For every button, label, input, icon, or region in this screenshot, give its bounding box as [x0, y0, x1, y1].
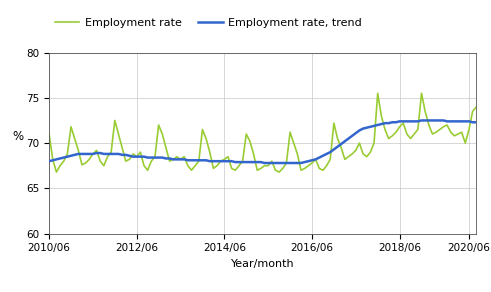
Employment rate, trend — [134, 155, 139, 158]
Employment rate — [473, 105, 479, 109]
Line: Employment rate, trend: Employment rate, trend — [49, 120, 476, 163]
Employment rate — [46, 132, 52, 136]
Employment rate — [375, 92, 381, 95]
Employment rate, trend — [418, 119, 424, 122]
Employment rate — [382, 128, 388, 131]
Employment rate, trend — [262, 161, 268, 165]
Employment rate, trend — [346, 137, 352, 140]
Employment rate, trend — [379, 122, 384, 126]
Employment rate — [196, 159, 202, 163]
Y-axis label: %: % — [12, 130, 24, 143]
Employment rate, trend — [473, 121, 479, 124]
Employment rate — [97, 159, 103, 163]
Employment rate — [346, 155, 352, 158]
Employment rate — [54, 170, 59, 174]
X-axis label: Year/month: Year/month — [231, 259, 295, 269]
Employment rate, trend — [192, 159, 198, 162]
Employment rate — [137, 150, 143, 154]
Legend: Employment rate, Employment rate, trend: Employment rate, Employment rate, trend — [55, 18, 362, 28]
Employment rate — [389, 134, 395, 138]
Line: Employment rate: Employment rate — [49, 93, 476, 172]
Employment rate, trend — [46, 159, 52, 163]
Employment rate, trend — [94, 151, 100, 155]
Employment rate, trend — [386, 121, 392, 125]
